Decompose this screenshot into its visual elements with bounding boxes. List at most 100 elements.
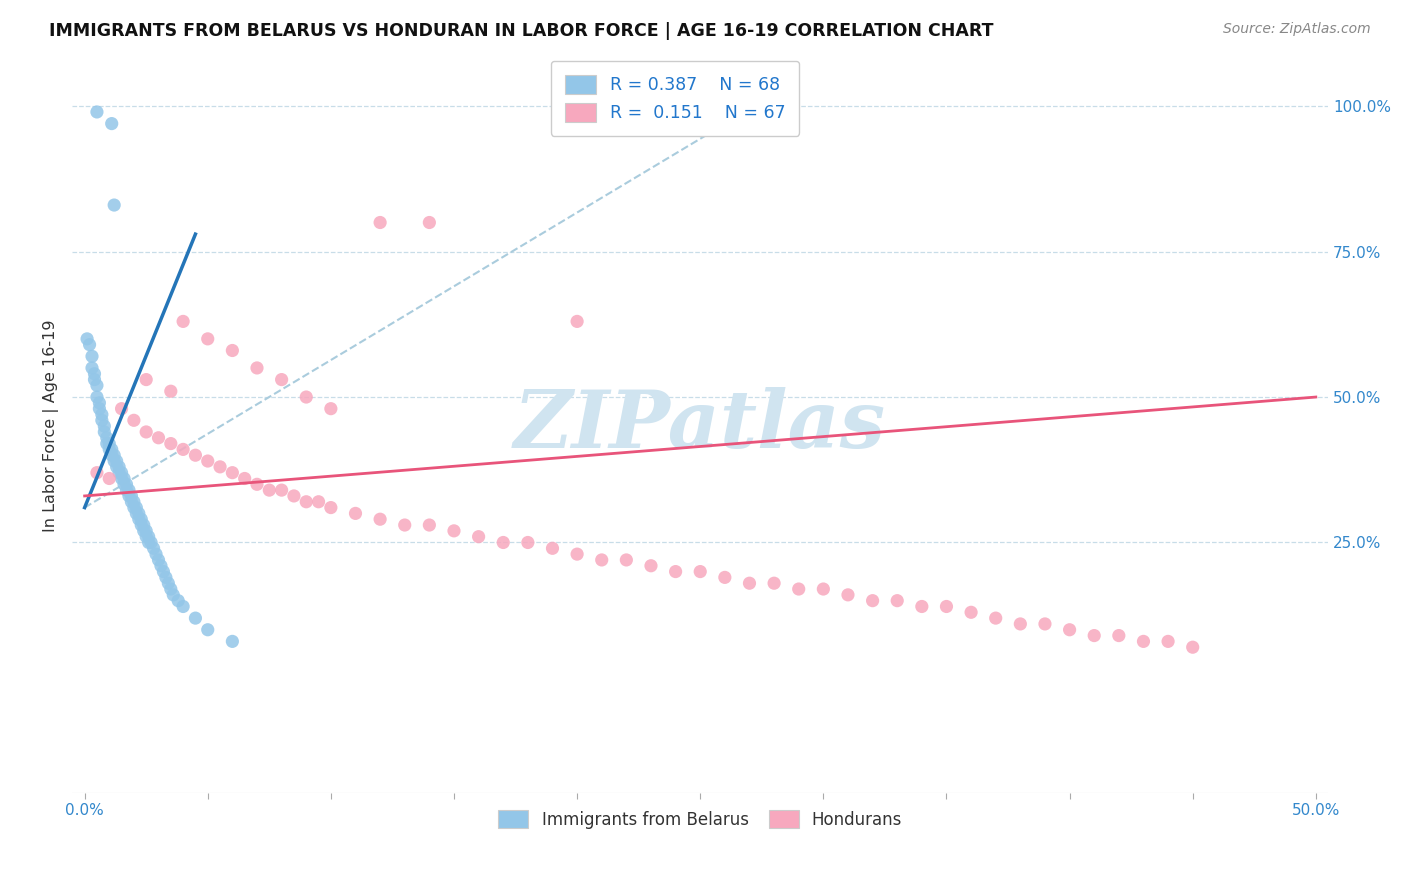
Point [295, 390, 318, 404]
Point [132, 518, 155, 533]
Point [221, 343, 243, 358]
Point [283, 489, 305, 503]
Point [159, 436, 181, 450]
Point [98, 471, 121, 485]
Point [640, 558, 662, 573]
Point [418, 518, 440, 533]
Point [86, 105, 108, 120]
Point [89, 396, 111, 410]
Point [103, 448, 125, 462]
Point [105, 459, 128, 474]
Point [90, 413, 112, 427]
Point [105, 454, 128, 468]
Text: ZIPatlas: ZIPatlas [515, 387, 886, 465]
Point [184, 448, 207, 462]
Point [565, 547, 588, 561]
Point [98, 436, 121, 450]
Point [1033, 616, 1056, 631]
Point [118, 483, 141, 497]
Point [155, 570, 177, 584]
Point [118, 489, 141, 503]
Point [139, 535, 162, 549]
Point [103, 198, 125, 212]
Point [145, 547, 167, 561]
Point [83, 367, 105, 381]
Point [467, 530, 489, 544]
Point [1083, 629, 1105, 643]
Point [665, 565, 688, 579]
Point [492, 535, 515, 549]
Y-axis label: In Labor Force | Age 16-19: In Labor Force | Age 16-19 [44, 320, 59, 533]
Point [197, 454, 219, 468]
Point [319, 401, 342, 416]
Legend: Immigrants from Belarus, Hondurans: Immigrants from Belarus, Hondurans [492, 804, 908, 836]
Point [149, 558, 172, 573]
Point [100, 117, 122, 131]
Point [689, 565, 711, 579]
Point [714, 570, 737, 584]
Point [1059, 623, 1081, 637]
Point [148, 553, 170, 567]
Point [614, 553, 637, 567]
Point [368, 215, 391, 229]
Point [172, 314, 194, 328]
Point [862, 593, 884, 607]
Point [80, 349, 103, 363]
Point [142, 541, 165, 556]
Point [128, 512, 150, 526]
Point [86, 390, 108, 404]
Point [83, 373, 105, 387]
Point [418, 215, 440, 229]
Point [209, 459, 232, 474]
Point [159, 582, 181, 596]
Point [80, 360, 103, 375]
Point [115, 483, 138, 497]
Point [110, 471, 132, 485]
Point [93, 419, 115, 434]
Point [138, 535, 160, 549]
Point [162, 588, 184, 602]
Point [270, 483, 292, 497]
Point [125, 500, 148, 515]
Point [96, 431, 118, 445]
Point [157, 576, 180, 591]
Point [935, 599, 957, 614]
Point [738, 576, 761, 591]
Point [98, 442, 121, 457]
Point [1157, 634, 1180, 648]
Point [112, 471, 135, 485]
Point [132, 524, 155, 538]
Point [221, 466, 243, 480]
Point [270, 373, 292, 387]
Point [86, 378, 108, 392]
Point [911, 599, 934, 614]
Point [108, 459, 131, 474]
Point [960, 605, 983, 619]
Point [172, 442, 194, 457]
Point [90, 408, 112, 422]
Point [135, 530, 157, 544]
Point [443, 524, 465, 538]
Point [591, 553, 613, 567]
Point [115, 477, 138, 491]
Point [394, 518, 416, 533]
Point [96, 436, 118, 450]
Point [128, 507, 150, 521]
Point [89, 401, 111, 416]
Point [93, 425, 115, 439]
Point [138, 530, 160, 544]
Point [1181, 640, 1204, 655]
Point [152, 565, 174, 579]
Point [319, 500, 342, 515]
Point [259, 483, 281, 497]
Point [308, 495, 330, 509]
Point [135, 425, 157, 439]
Text: Source: ZipAtlas.com: Source: ZipAtlas.com [1223, 22, 1371, 37]
Point [246, 360, 269, 375]
Point [172, 599, 194, 614]
Point [344, 507, 367, 521]
Point [368, 512, 391, 526]
Point [129, 512, 152, 526]
Point [565, 314, 588, 328]
Point [763, 576, 786, 591]
